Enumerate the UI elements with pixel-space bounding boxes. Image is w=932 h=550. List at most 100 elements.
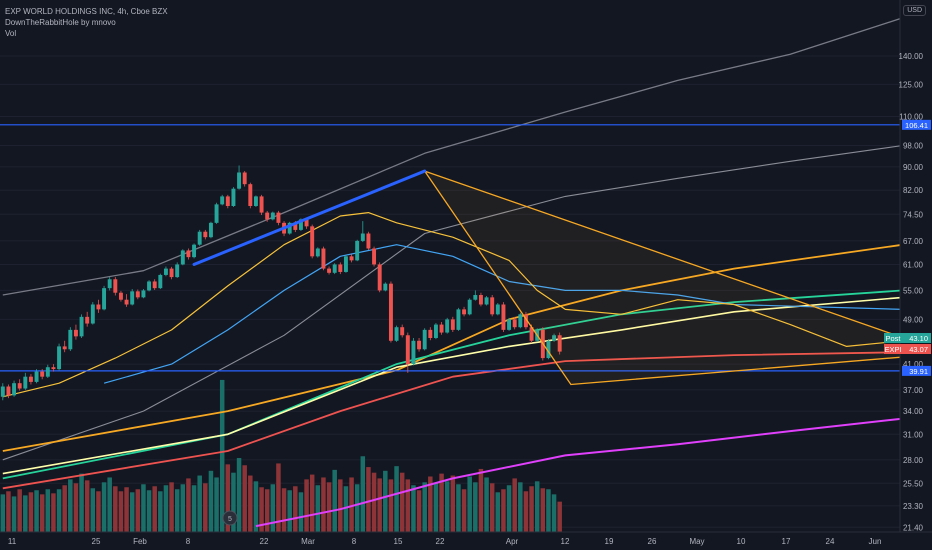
candle (417, 337, 422, 352)
candle (456, 307, 461, 331)
price-axis[interactable]: 140.00 125.00 110.00 98.00 90.00 82.00 74.50 67… (899, 0, 932, 550)
moving-average-line (2, 17, 904, 296)
volume-bar (96, 491, 101, 532)
candle (96, 299, 101, 313)
volume-bar (158, 491, 163, 532)
volume-bar (203, 483, 208, 532)
price-tags: 106.41 39.91 Post 43.10 EXPI 43.07 (884, 119, 931, 376)
candle (501, 302, 506, 333)
candle (428, 327, 433, 341)
volume-bar (354, 484, 360, 532)
volume-bar (90, 488, 96, 532)
volume-bar (371, 472, 377, 532)
triangle-pattern[interactable] (423, 169, 932, 386)
x-tick-label: 25 (92, 537, 101, 546)
candle (225, 194, 230, 209)
horizontal-lines[interactable] (0, 124, 900, 372)
volume-bar (366, 467, 371, 532)
moving-average-line (2, 144, 903, 461)
moving-average-line (255, 417, 903, 528)
candle (163, 266, 168, 277)
candle (557, 332, 562, 355)
drawings[interactable] (192, 145, 932, 386)
candle (400, 324, 405, 338)
volume-bar (281, 488, 287, 532)
candle (287, 221, 292, 235)
moving-average-line (2, 351, 903, 490)
volume-bar (107, 477, 112, 532)
indicator-name[interactable]: DownTheRabbitHole by mnovo (5, 18, 116, 27)
y-tick-label: 21.40 (903, 523, 924, 532)
volume-bar (456, 484, 461, 532)
candle (276, 210, 281, 226)
post-price-tag: Post 43.10 (884, 333, 931, 343)
x-tick-label: 22 (260, 537, 269, 546)
volume-bar (501, 489, 506, 532)
volume-bar (332, 469, 337, 532)
volume-marker[interactable]: 5 (222, 510, 238, 526)
volume-bar (264, 489, 270, 532)
y-tick-label: 110.00 (899, 112, 923, 121)
volume-bar (512, 478, 517, 532)
candle (12, 380, 17, 397)
candle (203, 229, 208, 240)
svg-text:106.41: 106.41 (905, 121, 928, 130)
volume-bar (534, 481, 540, 532)
symbol-title[interactable]: EXP WORLD HOLDINGS INC, 4h, Cboe BZX (5, 7, 168, 16)
candle (147, 280, 152, 292)
candle (310, 224, 315, 259)
candle (439, 321, 444, 335)
trend-arrow-up[interactable] (192, 169, 427, 266)
volume-bar (546, 489, 551, 532)
x-tick-label: 24 (826, 537, 835, 546)
volume-bar (518, 482, 523, 532)
candle (73, 324, 78, 340)
volume-bars (0, 379, 562, 532)
candle (422, 328, 427, 351)
volume-bar (478, 468, 484, 532)
time-axis[interactable]: 11 25 Feb 8 22 Mar 8 15 22 Apr 12 19 26 May 10 17 24 Jun (0, 531, 932, 550)
candle (158, 273, 163, 290)
candle (124, 294, 129, 307)
candle (388, 281, 393, 343)
candle (57, 343, 62, 371)
currency-badge[interactable]: USD (903, 5, 926, 16)
volume-bar (253, 481, 259, 532)
volume-bar (101, 482, 107, 532)
candle (34, 369, 39, 384)
x-tick-label: 15 (394, 537, 403, 546)
moving-average-line (103, 244, 903, 384)
volume-bar (461, 489, 467, 532)
volume-bar (73, 483, 79, 532)
volume-bar (473, 482, 478, 532)
volume-bar (248, 475, 253, 532)
candle (248, 182, 253, 209)
x-tick-label: Jun (869, 537, 882, 546)
chart-legend: EXP WORLD HOLDINGS INC, 4h, Cboe BZX Dow… (5, 6, 168, 39)
volume-bar (242, 465, 247, 532)
candle (192, 243, 197, 259)
volume-bar (186, 478, 191, 532)
candle (372, 246, 377, 267)
candle (237, 165, 242, 190)
volume-bar (428, 476, 433, 532)
candle (405, 332, 410, 373)
volume-bar (11, 496, 17, 532)
volume-bar (231, 472, 236, 532)
candle (152, 279, 157, 290)
candle (220, 194, 225, 206)
volume-bar (17, 489, 22, 532)
y-tick-label: 49.00 (903, 315, 924, 324)
volume-bar (45, 489, 51, 532)
candles (0, 165, 562, 401)
volume-bar (338, 479, 343, 532)
svg-text:EXPI: EXPI (884, 345, 901, 354)
moving-average-line (2, 296, 903, 475)
volume-bar (489, 483, 495, 532)
volume-bar (56, 489, 62, 532)
candle (552, 333, 557, 342)
volume-label[interactable]: Vol (5, 29, 17, 38)
candle (355, 239, 360, 262)
candle (518, 312, 523, 329)
